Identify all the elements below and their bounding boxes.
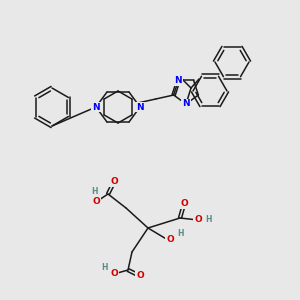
Text: O: O: [166, 236, 174, 244]
Text: H: H: [91, 188, 97, 196]
Text: N: N: [182, 100, 190, 109]
Text: O: O: [92, 197, 100, 206]
Text: O: O: [180, 200, 188, 208]
Text: O: O: [136, 272, 144, 280]
Text: O: O: [110, 269, 118, 278]
Text: H: H: [101, 262, 107, 272]
Text: O: O: [110, 178, 118, 187]
Text: O: O: [194, 215, 202, 224]
Text: N: N: [175, 76, 182, 85]
Text: H: H: [177, 229, 183, 238]
Text: N: N: [92, 103, 100, 112]
Text: H: H: [205, 215, 211, 224]
Text: N: N: [136, 103, 144, 112]
